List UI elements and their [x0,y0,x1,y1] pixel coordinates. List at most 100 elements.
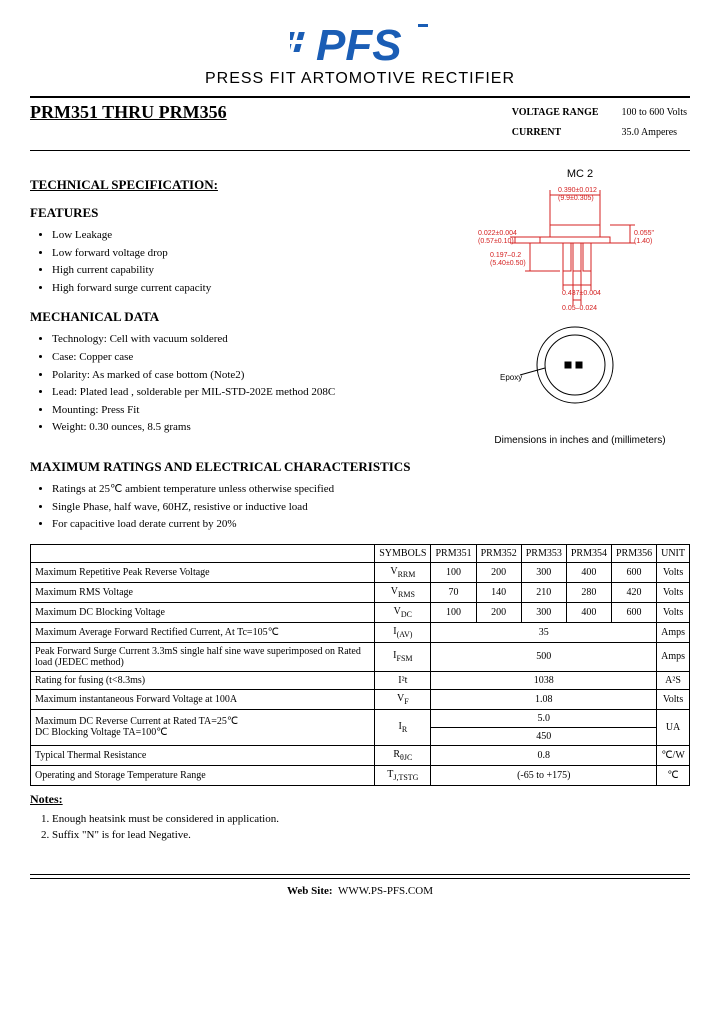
footer-divider [30,874,690,879]
list-item: Low Leakage [52,227,450,245]
diagram-caption: Dimensions in inches and (millimeters) [470,435,690,446]
td-span: 500 [431,642,657,671]
spec-label: VOLTAGE RANGE [511,104,619,122]
list-item: Suffix "N" is for lead Negative. [52,827,690,844]
svg-text:PFS: PFS [316,21,402,68]
table-row: Maximum RMS Voltage VRMS 70 140 210 280 … [31,582,690,602]
svg-text:0.197–0.2: 0.197–0.2 [490,252,521,259]
td-label: Rating for fusing (t<8.3ms) [31,671,375,689]
td: 100 [431,562,476,582]
td-unit: Volts [657,562,690,582]
table-row: Maximum instantaneous Forward Voltage at… [31,689,690,709]
td: 200 [476,602,521,622]
td-symbol: TJ,TSTG [375,765,431,785]
svg-text:(1.40): (1.40) [634,238,652,245]
td: 420 [611,582,656,602]
th: UNIT [657,544,690,562]
ratings-table: SYMBOLS PRM351 PRM352 PRM353 PRM354 PRM3… [30,544,690,786]
td-symbol: RθJC [375,745,431,765]
features-list: Low Leakage Low forward voltage drop Hig… [30,227,450,297]
td-unit: Volts [657,582,690,602]
pfs-logo: PFS [290,20,430,68]
td-unit: A²S [657,671,690,689]
td-unit: Amps [657,622,690,642]
td-span: 1.08 [431,689,657,709]
table-row: Typical Thermal Resistance RθJC 0.8 ℃/W [31,745,690,765]
part-title: PRM351 THRU PRM356 [30,102,227,123]
td-unit: ℃/W [657,745,690,765]
th: PRM352 [476,544,521,562]
list-item: For capacitive load derate current by 20… [52,516,690,534]
mech-list: Technology: Cell with vacuum soldered Ca… [30,331,450,437]
footer-url: WWW.PS-PFS.COM [338,885,433,897]
max-ratings-heading: MAXIMUM RATINGS AND ELECTRICAL CHARACTER… [30,459,690,475]
th [31,544,375,562]
td-span: 450 [431,727,657,745]
features-heading: FEATURES [30,205,450,221]
th: PRM351 [431,544,476,562]
th: SYMBOLS [375,544,431,562]
td-symbol: VF [375,689,431,709]
td-span: 1038 [431,671,657,689]
svg-text:0.055": 0.055" [634,230,655,237]
table-row: Peak Forward Surge Current 3.3mS single … [31,642,690,671]
max-notes-list: Ratings at 25℃ ambient temperature unles… [30,481,690,534]
spec-label: CURRENT [511,124,619,142]
list-item: Ratings at 25℃ ambient temperature unles… [52,481,690,499]
th: PRM354 [566,544,611,562]
td-label: Operating and Storage Temperature Range [31,765,375,785]
td: 200 [476,562,521,582]
table-row: Rating for fusing (t<8.3ms) I²t 1038 A²S [31,671,690,689]
logo-block: PFS PRESS FIT ARTOMOTIVE RECTIFIER [30,20,690,88]
th: PRM353 [521,544,566,562]
svg-text:0.437±0.004: 0.437±0.004 [562,290,601,297]
td-symbol: I²t [375,671,431,689]
spec-value: 100 to 600 Volts [621,104,688,122]
table-row: Maximum Average Forward Rectified Curren… [31,622,690,642]
td-label: Maximum RMS Voltage [31,582,375,602]
td: 70 [431,582,476,602]
td-label: Maximum Repetitive Peak Reverse Voltage [31,562,375,582]
list-item: Single Phase, half wave, 60HZ, resistive… [52,499,690,517]
td: 600 [611,602,656,622]
notes-heading: Notes: [30,792,690,807]
svg-text:0.022±0.004: 0.022±0.004 [478,230,517,237]
td: 300 [521,562,566,582]
list-item: Enough heatsink must be considered in ap… [52,811,690,828]
tech-spec-heading: TECHNICAL SPECIFICATION: [30,177,450,193]
td: 400 [566,602,611,622]
td-label: Maximum instantaneous Forward Voltage at… [31,689,375,709]
list-item: Case: Copper case [52,349,450,367]
title-row: PRM351 THRU PRM356 VOLTAGE RANGE100 to 6… [30,98,690,148]
table-row: Operating and Storage Temperature Range … [31,765,690,785]
table-row: Maximum DC Reverse Current at Rated TA=2… [31,709,690,727]
logo-subtitle: PRESS FIT ARTOMOTIVE RECTIFIER [30,70,690,88]
td-symbol: I(AV) [375,622,431,642]
svg-text:(0.57±0.10): (0.57±0.10) [478,238,514,245]
td-unit: UA [657,709,690,745]
th: PRM356 [611,544,656,562]
table-row: Maximum DC Blocking Voltage VDC 100 200 … [31,602,690,622]
td-symbol: VRRM [375,562,431,582]
specs-box: VOLTAGE RANGE100 to 600 Volts CURRENT35.… [509,102,690,144]
list-item: Technology: Cell with vacuum soldered [52,331,450,349]
td-label: Maximum Average Forward Rectified Curren… [31,622,375,642]
spec-value: 35.0 Amperes [621,124,688,142]
td-unit: Amps [657,642,690,671]
list-item: Weight: 0.30 ounces, 8.5 grams [52,419,450,437]
list-item: Lead: Plated lead , solderable per MIL-S… [52,384,450,402]
svg-text:Epoxy: Epoxy [500,373,522,382]
td-span: (-65 to +175) [431,765,657,785]
td: 210 [521,582,566,602]
table-row: Maximum Repetitive Peak Reverse Voltage … [31,562,690,582]
table-head-row: SYMBOLS PRM351 PRM352 PRM353 PRM354 PRM3… [31,544,690,562]
td: 400 [566,562,611,582]
list-item: Polarity: As marked of case bottom (Note… [52,367,450,385]
td-label: Maximum DC Reverse Current at Rated TA=2… [31,709,375,745]
td-symbol: VDC [375,602,431,622]
td-label: Peak Forward Surge Current 3.3mS single … [31,642,375,671]
list-item: Low forward voltage drop [52,245,450,263]
td-span: 5.0 [431,709,657,727]
td: 300 [521,602,566,622]
td-unit: Volts [657,689,690,709]
